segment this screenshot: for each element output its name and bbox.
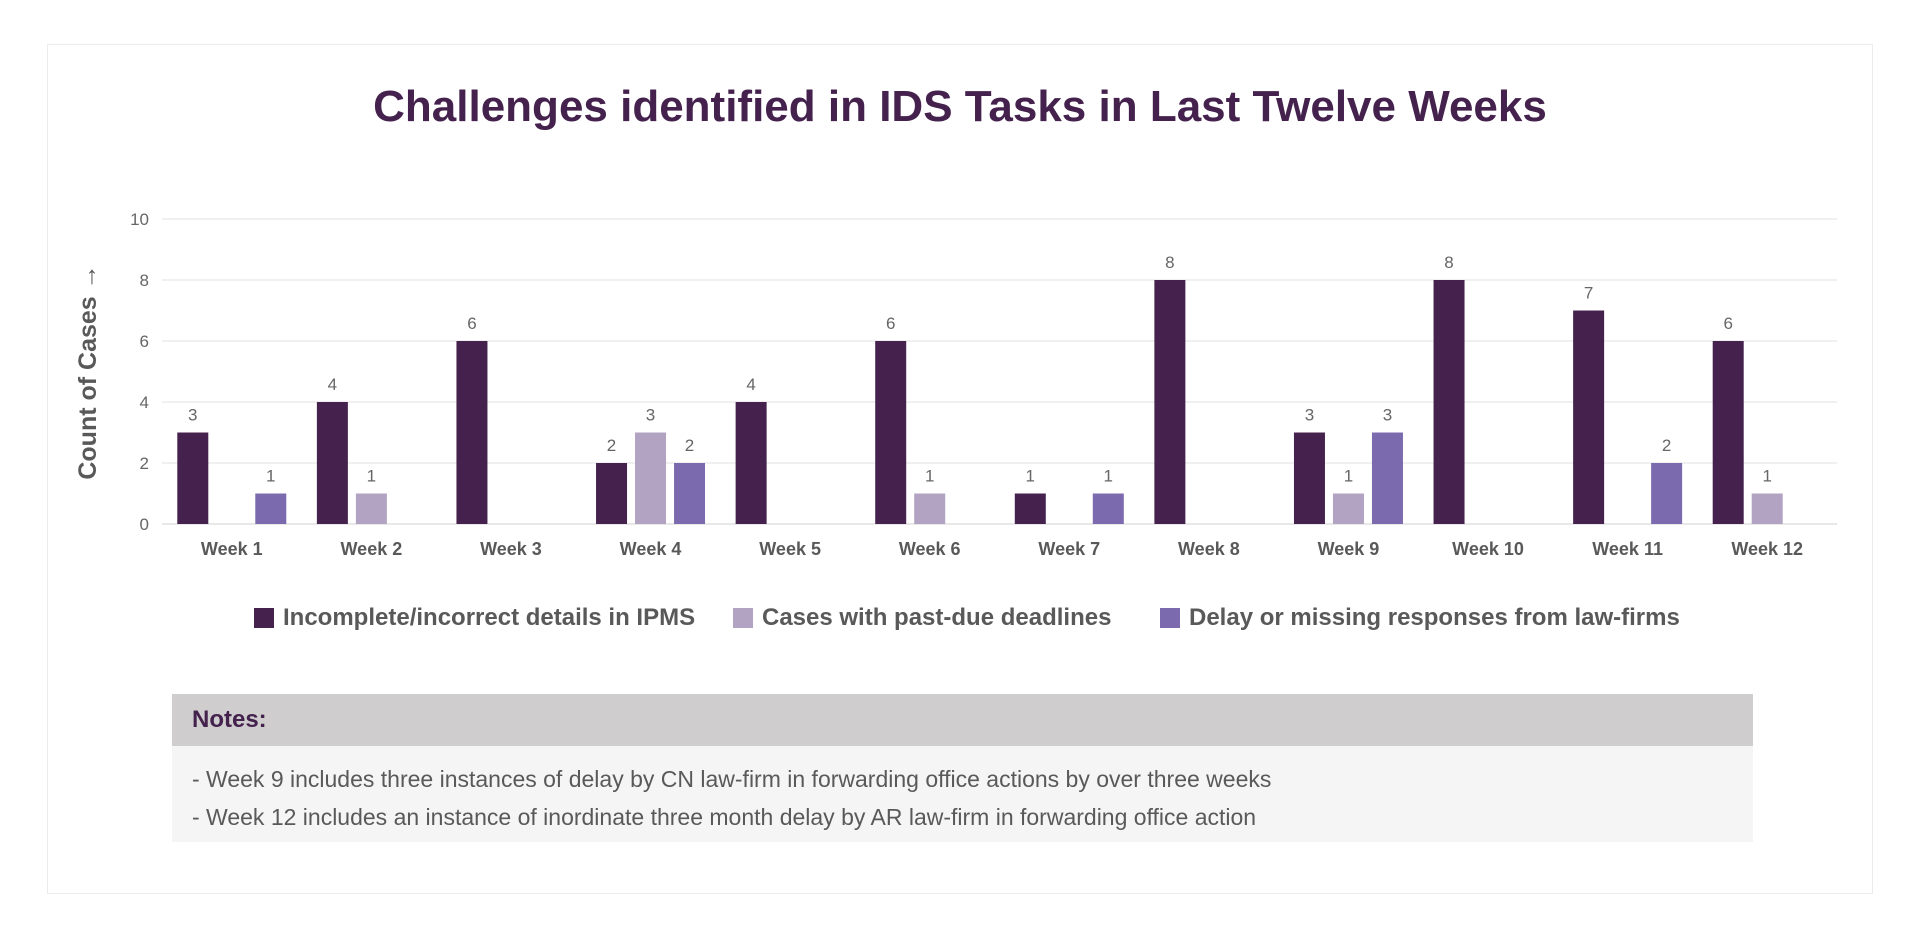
y-tick-label: 10 xyxy=(130,210,149,229)
bar-2-week-2 xyxy=(355,493,387,524)
y-axis-title: Count of Cases → xyxy=(74,264,102,479)
data-label: 6 xyxy=(886,314,895,333)
notes-header: Notes: xyxy=(172,694,1753,746)
data-label: 1 xyxy=(266,467,275,486)
bar-1-week-11 xyxy=(1573,310,1605,524)
data-label: 3 xyxy=(1383,406,1392,425)
bar-1-week-4 xyxy=(596,463,628,524)
x-tick-label: Week 5 xyxy=(759,539,821,559)
data-label: 1 xyxy=(1762,467,1771,486)
y-tick-label: 4 xyxy=(140,393,149,412)
bar-1-week-9 xyxy=(1293,432,1325,524)
bar-1-week-3 xyxy=(456,341,488,524)
x-tick-label: Week 6 xyxy=(899,539,961,559)
bar-2-week-9 xyxy=(1332,493,1364,524)
data-label: 3 xyxy=(1305,406,1314,425)
bar-3-week-1 xyxy=(255,493,287,524)
y-tick-label: 2 xyxy=(140,454,149,473)
bar-1-week-8 xyxy=(1154,280,1186,524)
bar-3-week-9 xyxy=(1371,432,1403,524)
bar-1-week-7 xyxy=(1014,493,1046,524)
y-tick-label: 6 xyxy=(140,332,149,351)
notes-panel: Notes: - Week 9 includes three instances… xyxy=(172,694,1753,842)
data-label: 6 xyxy=(467,314,476,333)
data-label: 8 xyxy=(1165,253,1174,272)
data-label: 8 xyxy=(1444,253,1453,272)
bar-2-week-6 xyxy=(914,493,946,524)
x-tick-label: Week 12 xyxy=(1731,539,1803,559)
x-tick-label: Week 10 xyxy=(1452,539,1524,559)
bar-1-week-10 xyxy=(1433,280,1465,524)
bar-3-week-11 xyxy=(1651,463,1683,524)
data-label: 4 xyxy=(746,375,755,394)
data-label: 7 xyxy=(1584,284,1593,303)
bar-1-week-12 xyxy=(1712,341,1744,524)
x-tick-label: Week 1 xyxy=(201,539,263,559)
data-label: 3 xyxy=(188,406,197,425)
bar-1-week-6 xyxy=(875,341,907,524)
y-tick-label: 0 xyxy=(140,515,149,534)
x-tick-label: Week 7 xyxy=(1038,539,1100,559)
data-label: 2 xyxy=(685,436,694,455)
data-label: 2 xyxy=(1662,436,1671,455)
x-tick-label: Week 3 xyxy=(480,539,542,559)
bar-1-week-5 xyxy=(735,402,767,524)
x-tick-label: Week 8 xyxy=(1178,539,1240,559)
bar-3-week-7 xyxy=(1092,493,1124,524)
data-label: 1 xyxy=(925,467,934,486)
x-tick-label: Week 11 xyxy=(1592,539,1663,559)
data-label: 1 xyxy=(1026,467,1035,486)
bar-3-week-4 xyxy=(674,463,706,524)
data-label: 1 xyxy=(367,467,376,486)
data-label: 1 xyxy=(1104,467,1113,486)
x-tick-label: Week 2 xyxy=(341,539,403,559)
data-label: 2 xyxy=(607,436,616,455)
data-label: 3 xyxy=(646,406,655,425)
y-tick-label: 8 xyxy=(140,271,149,290)
x-tick-label: Week 4 xyxy=(620,539,682,559)
bar-1-week-1 xyxy=(177,432,209,524)
note-line-1: - Week 9 includes three instances of del… xyxy=(192,766,1272,792)
bar-2-week-12 xyxy=(1751,493,1783,524)
chart-title: Challenges identified in IDS Tasks in La… xyxy=(373,82,1547,131)
bar-2-week-4 xyxy=(635,432,667,524)
bar-1-week-2 xyxy=(316,402,348,524)
note-line-2: - Week 12 includes an instance of inordi… xyxy=(192,804,1257,830)
data-label: 1 xyxy=(1344,467,1353,486)
data-label: 6 xyxy=(1723,314,1732,333)
data-label: 4 xyxy=(328,375,337,394)
x-tick-label: Week 9 xyxy=(1318,539,1380,559)
notes-body: - Week 9 includes three instances of del… xyxy=(172,746,1753,842)
